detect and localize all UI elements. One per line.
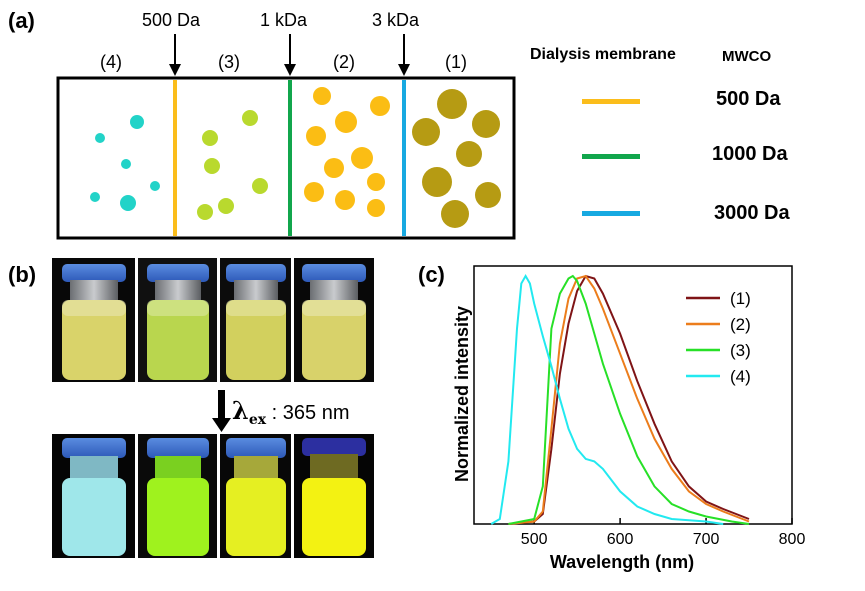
excitation-sub: ex — [248, 412, 267, 428]
series-line-2 — [508, 274, 750, 525]
series-line-3 — [508, 274, 750, 525]
x-tick-label-500: 500 — [521, 531, 548, 548]
excitation-arrow — [212, 390, 231, 432]
y-axis-label: Normalized intensity — [452, 306, 472, 482]
legend-title: Dialysis membrane — [530, 46, 676, 63]
vial-bottom-3 — [226, 438, 286, 556]
x-tick-label-800: 800 — [779, 531, 806, 548]
compartment-label-4: (4) — [100, 52, 122, 72]
vial-row-top — [52, 258, 374, 382]
particles-3 — [197, 110, 268, 220]
vial-bottom-2 — [147, 438, 209, 556]
legend-label-500: 500 Da — [716, 88, 781, 110]
particles-1 — [412, 89, 501, 228]
vial-top-1 — [62, 264, 126, 380]
legend-label-4: (4) — [730, 367, 751, 386]
legend-title-mwco: MWCO — [722, 48, 772, 65]
vials-photo — [52, 258, 374, 558]
x-axis-label: Wavelength (nm) — [550, 552, 694, 572]
vial-top-2 — [147, 264, 209, 380]
dialysis-diagram — [56, 34, 516, 240]
excitation-lambda: λ — [232, 396, 249, 425]
legend-swatch-1000 — [582, 154, 640, 159]
arrow-3k — [398, 34, 410, 76]
vial-top-3 — [226, 264, 286, 380]
compartment-label-1: (1) — [445, 52, 467, 72]
series-line-4 — [490, 273, 724, 525]
legend-label-3000: 3000 Da — [714, 202, 790, 224]
excitation-label: λex : 365 nm — [232, 396, 349, 428]
x-tick-label-700: 700 — [693, 531, 720, 548]
legend-label-1000: 1000 Da — [712, 143, 788, 165]
plot-frame — [473, 265, 793, 525]
panel-c-label: (c) — [418, 262, 445, 287]
x-tick-label-600: 600 — [607, 531, 634, 548]
emission-chart: Normalized intensity Wavelength (nm) 500… — [452, 265, 806, 572]
legend-swatch-3000 — [582, 211, 640, 216]
cutoff-label-500: 500 Da — [142, 10, 201, 30]
vial-top-4 — [302, 264, 366, 380]
compartment-label-2: (2) — [333, 52, 355, 72]
cutoff-label-3k: 3 kDa — [372, 10, 420, 30]
excitation-value: : 365 nm — [271, 402, 350, 424]
cutoff-label-1k: 1 kDa — [260, 10, 308, 30]
panel-b-label: (b) — [8, 262, 37, 287]
vial-row-bottom — [52, 434, 374, 558]
legend-swatch-500 — [582, 99, 640, 104]
series-line-1 — [508, 274, 750, 525]
legend-label-3: (3) — [730, 341, 751, 360]
particles-2 — [304, 87, 390, 217]
particles-4 — [90, 115, 160, 211]
panel-a-label: (a) — [8, 8, 35, 33]
legend-label-1: (1) — [730, 289, 751, 308]
arrow-500 — [169, 34, 181, 76]
arrow-1k — [284, 34, 296, 76]
compartment-label-3: (3) — [218, 52, 240, 72]
legend-label-2: (2) — [730, 315, 751, 334]
vial-bottom-1 — [62, 438, 126, 556]
vial-bottom-4 — [302, 438, 366, 556]
